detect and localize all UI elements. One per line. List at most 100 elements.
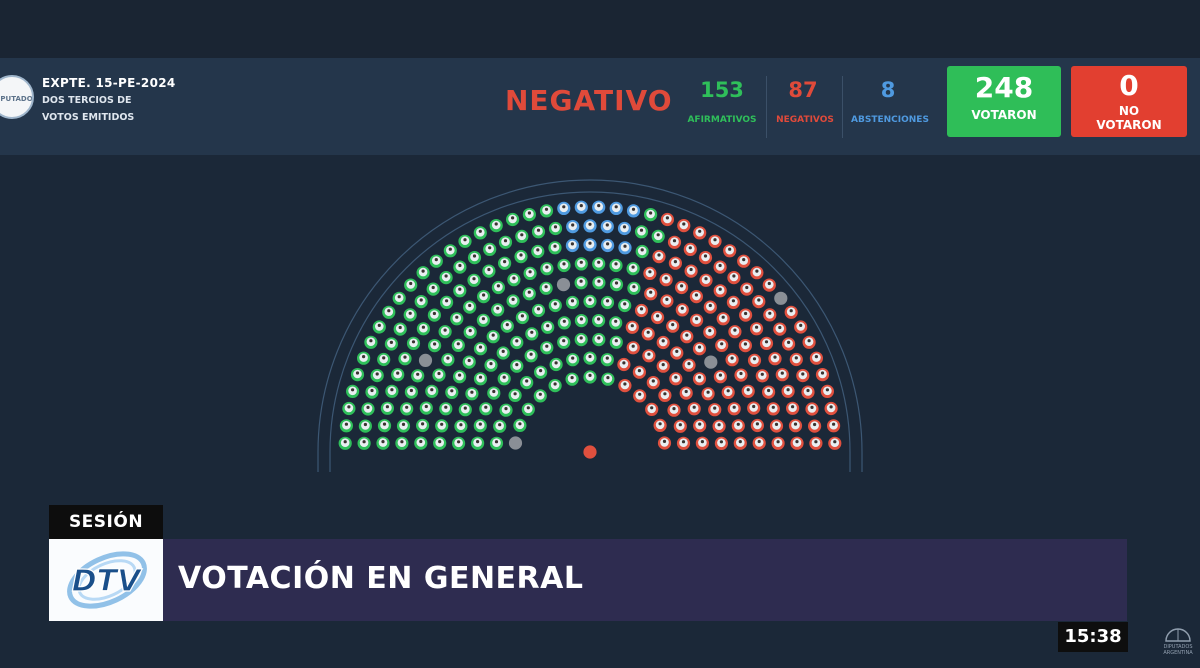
dtv-logo-text: DTV [72, 564, 143, 599]
seat [699, 273, 713, 287]
seat [651, 229, 665, 243]
seat [773, 322, 787, 336]
seat [450, 312, 464, 326]
seat [462, 355, 476, 369]
seat [452, 436, 466, 450]
seat [666, 319, 680, 333]
seat [815, 368, 830, 382]
seat [737, 254, 751, 268]
seat [675, 280, 689, 295]
negativos-count: 87 [788, 78, 818, 102]
seat [684, 264, 698, 278]
seat [752, 436, 766, 450]
divider [766, 76, 767, 138]
seat [400, 402, 414, 416]
seat [755, 369, 769, 383]
seat [618, 379, 632, 393]
seat [763, 308, 777, 322]
seat [574, 276, 588, 290]
seat [522, 208, 537, 222]
seat [633, 389, 647, 403]
seat [427, 308, 441, 322]
seat [653, 418, 667, 432]
seat [618, 298, 632, 313]
seat [376, 436, 390, 450]
chamber-logo: DIPUTADOS ARGENTINA [0, 75, 34, 119]
seat [574, 200, 588, 214]
seat [781, 384, 795, 398]
seat [531, 225, 546, 239]
seat [583, 219, 597, 233]
seat [380, 401, 394, 415]
seat [626, 262, 640, 276]
seat [693, 419, 707, 433]
seat [396, 419, 411, 433]
seat [824, 401, 838, 416]
seat [499, 403, 513, 417]
seat [510, 335, 524, 350]
seat [392, 291, 406, 305]
seat [574, 257, 588, 271]
seat [465, 387, 479, 401]
seat [617, 221, 632, 236]
seat [747, 353, 762, 367]
seat [496, 346, 510, 360]
seat [659, 273, 673, 287]
seat [453, 284, 467, 298]
seat [660, 212, 675, 227]
seat [656, 335, 670, 350]
seat [565, 372, 579, 386]
seat [609, 316, 623, 330]
seat [669, 372, 683, 386]
seat [658, 388, 672, 402]
seat [497, 372, 511, 386]
seat [796, 369, 810, 383]
seat [467, 273, 481, 287]
seat [531, 244, 545, 259]
seat [701, 387, 715, 401]
clock: 15:38 [1058, 622, 1128, 652]
seat [441, 353, 455, 367]
seat [769, 419, 784, 433]
seat [759, 336, 774, 350]
seat [439, 402, 453, 416]
seat [646, 376, 660, 390]
seat [557, 258, 571, 273]
seat [574, 314, 589, 328]
seat [727, 271, 741, 285]
votaron-label: VOTARON [971, 108, 1037, 122]
seat [827, 419, 841, 433]
seat [738, 339, 753, 353]
seat [432, 368, 446, 382]
seat [346, 384, 360, 398]
seat [384, 337, 398, 351]
seat [583, 294, 597, 308]
seat [404, 278, 418, 292]
seat [557, 335, 571, 349]
seat [491, 280, 505, 295]
seat [782, 337, 796, 351]
seat [391, 368, 405, 382]
votaron-count: 248 [974, 71, 1034, 104]
seat [557, 316, 571, 330]
seat [419, 401, 433, 415]
seat [651, 310, 665, 325]
abstenciones-count: 8 [880, 78, 896, 102]
afirmativos-count: 153 [700, 78, 744, 102]
seat [505, 212, 520, 227]
seat [771, 436, 785, 450]
seat [727, 402, 741, 416]
seat [565, 238, 580, 253]
seat [677, 219, 691, 233]
seat [675, 303, 689, 317]
seat [762, 278, 776, 292]
seat [534, 365, 548, 379]
seat [583, 370, 597, 384]
seat [508, 388, 522, 402]
seat [510, 359, 524, 373]
seat [667, 403, 681, 417]
seat [809, 351, 824, 365]
seat [723, 244, 737, 258]
seat [487, 386, 501, 400]
seat [416, 266, 430, 280]
